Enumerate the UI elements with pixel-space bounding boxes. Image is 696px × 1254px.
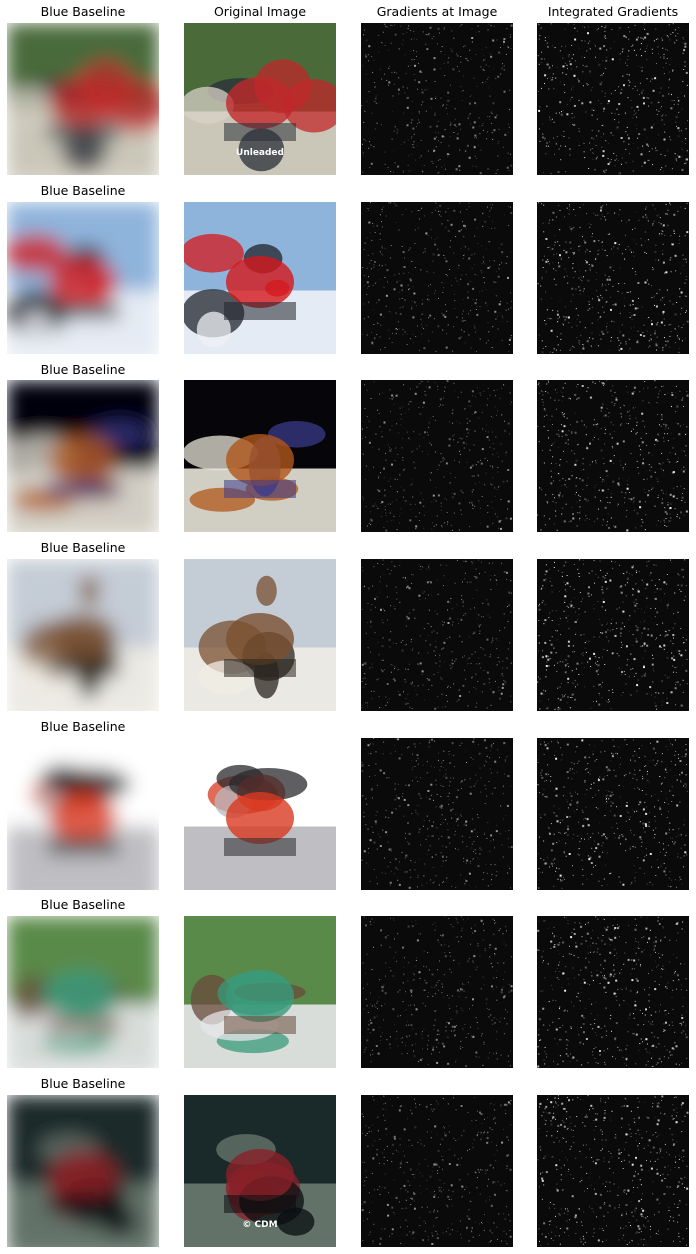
col-title-gradients: Gradients at Image: [376, 4, 498, 19]
col-title-baseline: Blue Baseline: [40, 4, 126, 19]
original-image: Unleaded: [184, 23, 336, 175]
original-image: [184, 380, 336, 532]
integrated-gradients-image: [537, 916, 689, 1068]
original-image: [184, 738, 336, 890]
integrated-gradients-image: [537, 738, 689, 890]
original-image: © CDM: [184, 1095, 336, 1247]
row-title-baseline: Blue Baseline: [40, 362, 126, 377]
row-title-baseline: Blue Baseline: [40, 540, 126, 555]
integrated-gradients-image: [537, 559, 689, 711]
row-title-baseline: Blue Baseline: [40, 1076, 126, 1091]
gradients-at-image: [361, 916, 513, 1068]
original-image: [184, 559, 336, 711]
integrated-gradients-image: [537, 380, 689, 532]
baseline-image: [7, 380, 159, 532]
baseline-image: [7, 1095, 159, 1247]
integrated-gradients-image: [537, 202, 689, 354]
gradients-at-image: [361, 23, 513, 175]
row-title-baseline: Blue Baseline: [40, 719, 126, 734]
gradients-at-image: [361, 738, 513, 890]
gradients-at-image: [361, 202, 513, 354]
gradients-at-image: [361, 1095, 513, 1247]
baseline-image: [7, 559, 159, 711]
row-title-baseline: Blue Baseline: [40, 183, 126, 198]
integrated-gradients-image: [537, 1095, 689, 1247]
col-title-integrated: Integrated Gradients: [547, 4, 679, 19]
image-caption-text: Unleaded: [236, 148, 284, 158]
baseline-image: [7, 23, 159, 175]
integrated-gradients-image: [537, 23, 689, 175]
baseline-image: [7, 202, 159, 354]
original-image: [184, 916, 336, 1068]
baseline-image: [7, 916, 159, 1068]
gradients-at-image: [361, 559, 513, 711]
image-caption-text: © CDM: [242, 1220, 277, 1230]
col-title-original: Original Image: [213, 4, 307, 19]
row-title-baseline: Blue Baseline: [40, 897, 126, 912]
gradients-at-image: [361, 380, 513, 532]
original-image: [184, 202, 336, 354]
baseline-image: [7, 738, 159, 890]
